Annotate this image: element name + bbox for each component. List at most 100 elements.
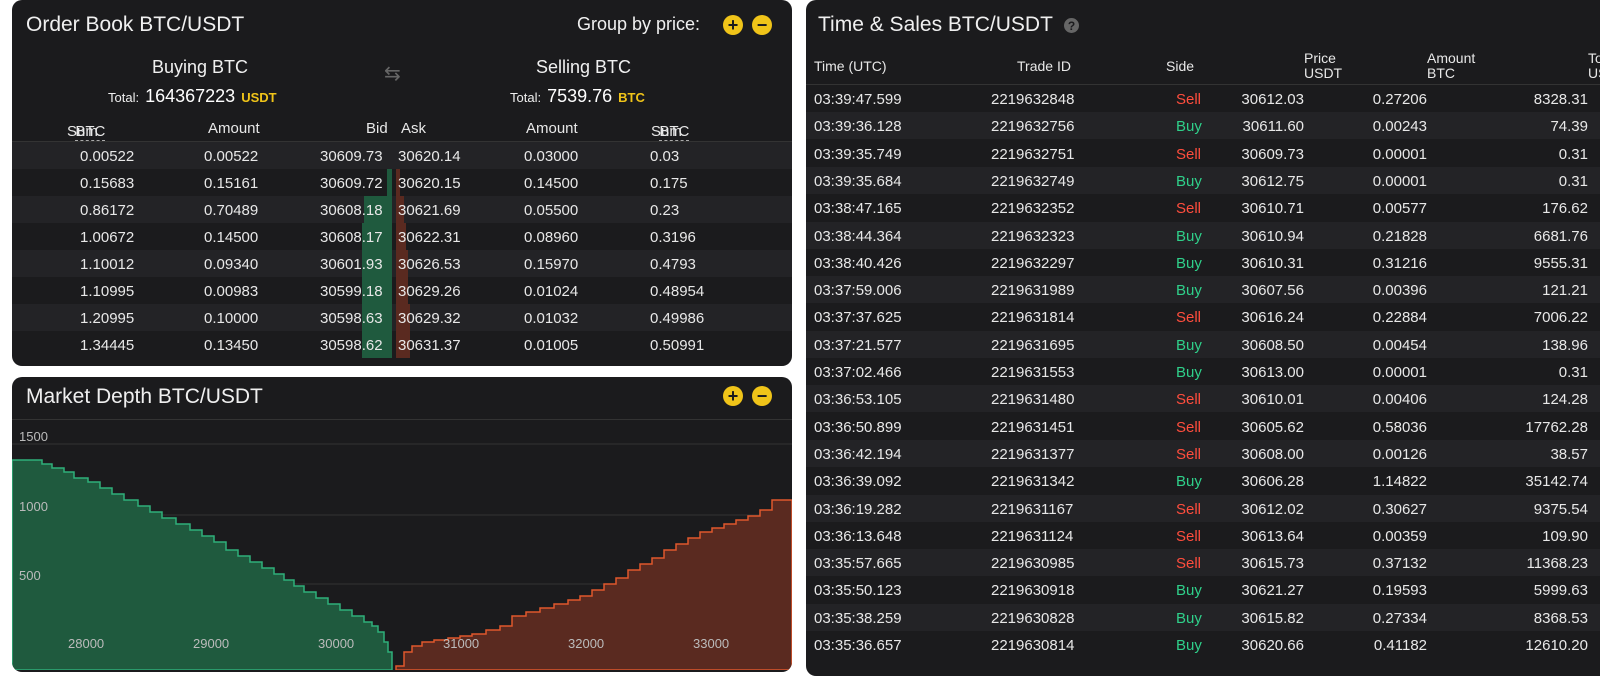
- trade-price-cell: 30609.73: [1241, 145, 1304, 163]
- trade-total-cell: 9375.54: [1533, 500, 1588, 518]
- trade-row[interactable]: 03:38:47.165 2219632352 Sell 30610.71 0.0057…: [806, 194, 1600, 221]
- trade-total-cell: 5999.63: [1533, 582, 1588, 600]
- trade-amount-cell: 0.00001: [1372, 172, 1427, 190]
- trade-row[interactable]: 03:36:50.899 2219631451 Sell 30605.62 0.5803…: [806, 413, 1600, 440]
- trade-side-cell: Sell: [1176, 555, 1202, 573]
- order-book-row[interactable]: 1.10995 0.00983 30599.18 30629.26 0.01024 0.4…: [12, 277, 792, 304]
- trade-row[interactable]: 03:38:40.426 2219632297 Buy 30610.31 0.31216…: [806, 249, 1600, 276]
- trade-amount-cell: 0.31216: [1372, 254, 1427, 272]
- trade-amount-cell: 0.00126: [1372, 445, 1427, 463]
- trade-price-cell: 30608.50: [1241, 336, 1304, 354]
- ask-amount-cell: 0.15970: [524, 256, 579, 273]
- trade-row[interactable]: 03:37:02.466 2219631553 Buy 30613.00 0.00001…: [806, 358, 1600, 385]
- ask-sum-cell: 0.3196: [650, 229, 696, 246]
- time-sales-title: Time & Sales BTC/USDT: [818, 13, 1053, 36]
- header-sum-unit[interactable]: BTC: [75, 123, 106, 141]
- ask-price-cell: 30620.15: [398, 175, 461, 192]
- order-book-row[interactable]: 0.15683 0.15161 30609.72 30620.15 0.14500 0.1…: [12, 169, 792, 196]
- trade-id-cell: 2219632323: [991, 227, 1075, 245]
- bid-sum-cell: 0.15683: [80, 175, 135, 192]
- depth-zoom-in-button[interactable]: +: [723, 386, 743, 406]
- trade-row[interactable]: 03:39:47.599 2219632848 Sell 30612.03 0.2720…: [806, 85, 1600, 112]
- trade-time-cell: 03:39:47.599: [814, 91, 902, 108]
- trade-amount-cell: 0.00001: [1372, 364, 1427, 381]
- selling-total-value: 7539.76: [547, 86, 613, 106]
- order-book-row[interactable]: 0.86172 0.70489 30608.18 30621.69 0.05500 0.2…: [12, 196, 792, 223]
- trade-amount-cell: 0.27206: [1372, 91, 1427, 108]
- header-time: Time (UTC): [814, 58, 887, 74]
- market-depth-chart[interactable]: [12, 420, 792, 670]
- order-book-row[interactable]: 1.20995 0.10000 30598.63 30629.32 0.01032 0.4…: [12, 304, 792, 331]
- order-book-row[interactable]: 0.00522 0.00522 30609.73 30620.14 0.03000 0.0…: [12, 142, 792, 169]
- ask-depth-area: [395, 499, 792, 670]
- trade-row[interactable]: 03:36:19.282 2219631167 Sell 30612.02 0.3062…: [806, 494, 1600, 522]
- trade-time-cell: 03:39:35.749: [814, 145, 902, 163]
- ask-volume-bar: [396, 223, 406, 250]
- header-total-label: Total: [1588, 50, 1600, 66]
- trade-side-cell: Sell: [1176, 500, 1202, 518]
- trade-row[interactable]: 03:36:53.105 2219631480 Sell 30610.01 0.0040…: [806, 385, 1600, 413]
- group-decrease-button[interactable]: −: [752, 15, 772, 35]
- trade-total-cell: 6681.76: [1533, 227, 1588, 245]
- trade-price-cell: 30613.64: [1241, 527, 1304, 545]
- trade-total-cell: 38.57: [1550, 445, 1588, 463]
- order-book-row[interactable]: 1.00672 0.14500 30608.17 30622.31 0.08960 0.3…: [12, 223, 792, 250]
- ask-sum-cell: 0.50991: [650, 337, 705, 354]
- trade-time-cell: 03:36:39.092: [814, 473, 902, 491]
- trade-row[interactable]: 03:36:39.092 2219631342 Buy 30606.28 1.14822…: [806, 467, 1600, 494]
- bid-amount-cell: 0.00522: [204, 148, 259, 165]
- bid-sum-cell: 1.34445: [80, 337, 135, 354]
- trade-row[interactable]: 03:35:50.123 2219630918 Buy 30621.27 0.19593…: [806, 576, 1600, 603]
- trade-total-cell: 0.31: [1558, 145, 1588, 163]
- bid-sum-cell: 1.10012: [80, 256, 135, 273]
- trade-price-cell: 30620.66: [1241, 637, 1304, 654]
- order-book-row[interactable]: 1.10012 0.09340 30601.93 30626.53 0.15970 0.4…: [12, 250, 792, 277]
- trade-row[interactable]: 03:38:44.364 2219632323 Buy 30610.94 0.21828…: [806, 221, 1600, 249]
- trade-total-cell: 0.31: [1558, 364, 1588, 381]
- bid-volume-bar: [362, 304, 392, 331]
- trade-price-cell: 30611.60: [1242, 118, 1304, 136]
- trade-id-cell: 2219631377: [991, 445, 1075, 463]
- buying-total-currency: USDT: [241, 90, 277, 105]
- header-amount-unit: BTC: [1427, 65, 1455, 81]
- help-icon[interactable]: ?: [1064, 18, 1079, 33]
- depth-divider: [12, 419, 792, 420]
- trade-row[interactable]: 03:35:38.259 2219630828 Buy 30615.82 0.27334…: [806, 603, 1600, 631]
- header-sum-ask-unit[interactable]: BTC: [659, 123, 690, 141]
- trade-side-cell: Buy: [1176, 336, 1202, 354]
- trade-row[interactable]: 03:39:36.128 2219632756 Buy 30611.60 0.00243…: [806, 112, 1600, 140]
- trade-row[interactable]: 03:35:36.657 2219630814 Buy 30620.66 0.41182…: [806, 631, 1600, 658]
- y-tick-1000: 1000: [19, 499, 48, 514]
- ask-amount-cell: 0.01024: [524, 283, 579, 300]
- trade-row[interactable]: 03:37:21.577 2219631695 Buy 30608.50 0.00454…: [806, 330, 1600, 358]
- trade-row[interactable]: 03:39:35.749 2219632751 Sell 30609.73 0.0000…: [806, 140, 1600, 167]
- trade-side-cell: Buy: [1176, 172, 1202, 190]
- bid-amount-cell: 0.13450: [204, 337, 259, 354]
- trade-amount-cell: 0.37132: [1372, 555, 1427, 573]
- market-depth-panel: Market Depth BTC/USDT + − 1500 1000 500 …: [12, 377, 792, 672]
- trade-total-cell: 11368.23: [1526, 555, 1588, 573]
- group-increase-button[interactable]: +: [723, 15, 743, 35]
- trade-side-cell: Buy: [1176, 227, 1202, 245]
- trade-id-cell: 2219631167: [991, 500, 1074, 518]
- trade-time-cell: 03:38:47.165: [814, 200, 902, 218]
- trade-price-cell: 30613.00: [1241, 364, 1304, 381]
- trade-row[interactable]: 03:36:13.648 2219631124 Sell 30613.64 0.0035…: [806, 522, 1600, 549]
- trade-row[interactable]: 03:36:42.194 2219631377 Sell 30608.00 0.0012…: [806, 439, 1600, 467]
- minus-icon: −: [756, 15, 768, 35]
- trade-total-cell: 8328.31: [1533, 91, 1588, 108]
- ask-sum-cell: 0.23: [650, 202, 680, 219]
- trade-total-cell: 0.31: [1558, 172, 1588, 190]
- trade-side-cell: Sell: [1176, 418, 1202, 436]
- depth-zoom-out-button[interactable]: −: [752, 386, 772, 406]
- trade-total-cell: 35142.74: [1525, 473, 1588, 491]
- bid-depth-area: [12, 459, 393, 670]
- trade-side-cell: Buy: [1176, 364, 1202, 381]
- trade-row[interactable]: 03:39:35.684 2219632749 Buy 30612.75 0.00001…: [806, 166, 1600, 194]
- trade-row[interactable]: 03:37:37.625 2219631814 Sell 30616.24 0.2288…: [806, 303, 1600, 330]
- ask-volume-bar: [396, 196, 404, 223]
- trade-row[interactable]: 03:35:57.665 2219630985 Sell 30615.73 0.3713…: [806, 549, 1600, 577]
- order-book-row[interactable]: 1.34445 0.13450 30598.62 30631.37 0.01005 0.5…: [12, 331, 792, 358]
- bid-amount-cell: 0.70489: [204, 202, 259, 219]
- trade-row[interactable]: 03:37:59.006 2219631989 Buy 30607.56 0.00396…: [806, 276, 1600, 304]
